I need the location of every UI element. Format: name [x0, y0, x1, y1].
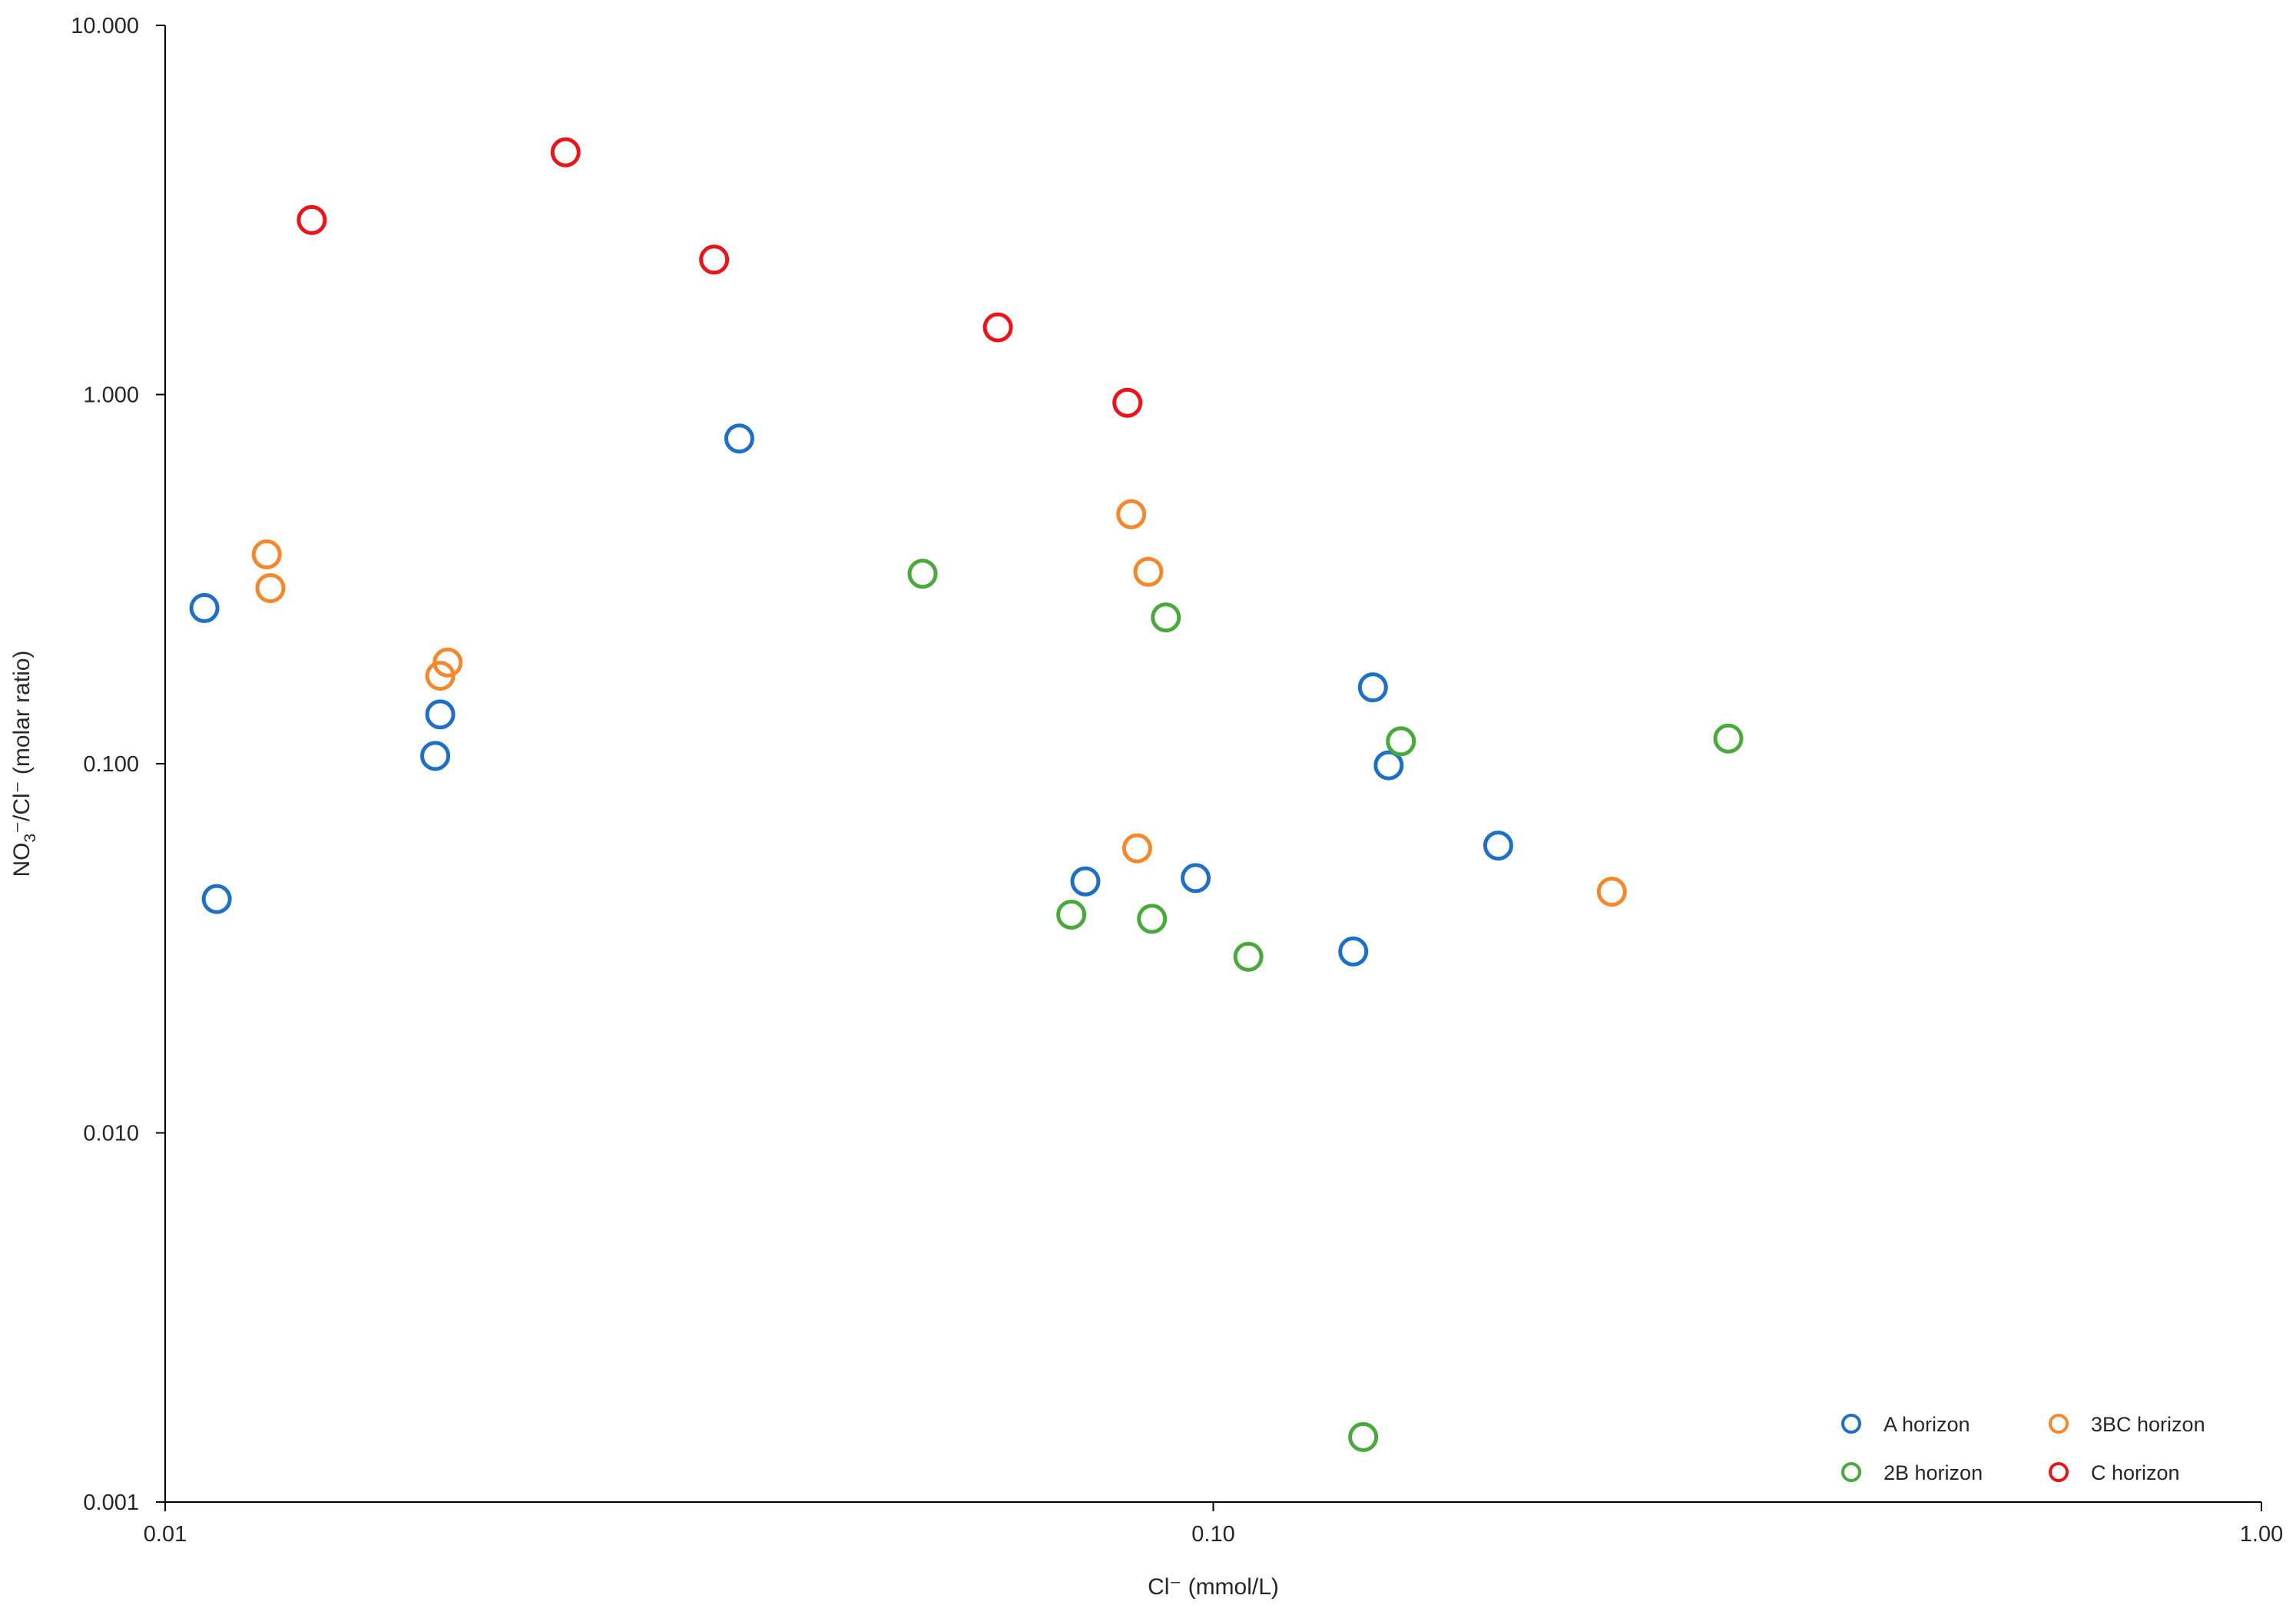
- data-point: [550, 137, 581, 167]
- x-tick-label: 0.01: [144, 1522, 187, 1547]
- data-point: [297, 204, 327, 235]
- data-point: [1121, 833, 1152, 864]
- data-point: [1070, 866, 1101, 897]
- legend-item: A horizon: [1841, 1413, 1970, 1436]
- legend-label: C horizon: [2091, 1461, 2180, 1484]
- y-tick-label: 0.001: [83, 1491, 139, 1515]
- y-tick-label: 10.000: [71, 14, 139, 38]
- legend: A horizon 3BC horizon 2B horizon C horizon: [1841, 1413, 2205, 1484]
- series-2b-horizon: [907, 559, 1744, 1452]
- x-tick-label: 1.00: [2240, 1522, 2283, 1547]
- data-point: [420, 741, 451, 771]
- data-point: [724, 423, 754, 454]
- y-axis-title: NO3⁻/Cl⁻ (molar ratio): [9, 650, 39, 877]
- legend-marker: [1841, 1414, 1861, 1434]
- data-point: [1348, 1421, 1379, 1452]
- data-point: [982, 312, 1013, 343]
- legend-label: 2B horizon: [1884, 1461, 1983, 1484]
- axes: [164, 25, 2261, 1503]
- legend-marker: [1841, 1462, 1861, 1482]
- y-axis-title-suffix: ⁻/Cl⁻ (molar ratio): [9, 650, 35, 833]
- data-point: [1137, 904, 1168, 934]
- data-point: [1133, 556, 1164, 587]
- data-point: [907, 559, 938, 589]
- data-point: [1713, 723, 1744, 754]
- data-point: [1373, 750, 1404, 781]
- legend-item: C horizon: [2049, 1461, 2180, 1484]
- legend-label: A horizon: [1884, 1413, 1970, 1436]
- y-axis-title-prefix: NO: [9, 843, 35, 877]
- legend-marker: [2049, 1414, 2069, 1434]
- data-point: [251, 539, 282, 570]
- data-point: [1112, 387, 1143, 418]
- x-axis-title: Cl⁻ (mmol/L): [1148, 1574, 1279, 1600]
- y-tick-label: 1.000: [83, 383, 139, 408]
- x-tick-label: 0.10: [1191, 1522, 1234, 1547]
- data-point: [1151, 602, 1181, 633]
- y-axis-ticks: 0.001 0.010 0.100 1.000 10.000: [71, 14, 165, 1515]
- data-point: [1233, 941, 1264, 972]
- data-point: [1357, 672, 1388, 703]
- legend-marker: [2049, 1462, 2069, 1482]
- x-axis-ticks: 0.01 0.10 1.00: [144, 1502, 2283, 1547]
- y-tick-label: 0.010: [83, 1122, 139, 1146]
- data-point: [255, 572, 286, 603]
- data-point: [1596, 877, 1627, 907]
- data-point: [1483, 831, 1513, 861]
- legend-item: 2B horizon: [1841, 1461, 1983, 1484]
- data-point: [432, 647, 463, 678]
- data-point: [1116, 499, 1147, 529]
- data-point: [1386, 726, 1416, 757]
- data-points: [189, 137, 1744, 1452]
- data-point: [1338, 936, 1369, 967]
- series-3bc-horizon: [251, 499, 1627, 907]
- y-axis-title-subscript: 3: [22, 834, 39, 843]
- data-point: [1181, 863, 1211, 894]
- data-point: [425, 699, 456, 730]
- data-point: [1056, 899, 1087, 930]
- legend-item: 3BC horizon: [2049, 1413, 2205, 1436]
- y-tick-label: 0.100: [83, 752, 139, 777]
- data-point: [189, 592, 220, 623]
- series-a-horizon: [189, 423, 1513, 967]
- series-c-horizon: [297, 137, 1143, 418]
- legend-label: 3BC horizon: [2091, 1413, 2205, 1436]
- data-point: [699, 244, 730, 275]
- data-point: [201, 884, 232, 914]
